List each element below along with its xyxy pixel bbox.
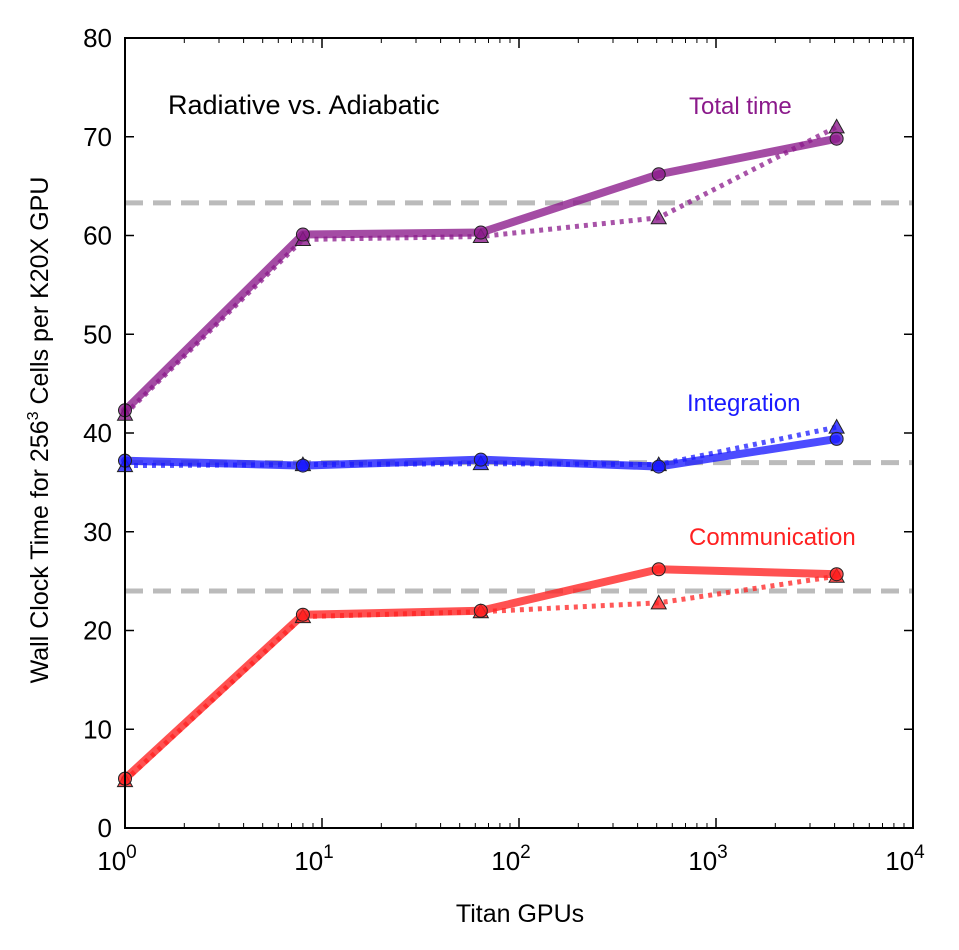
adiabatic-line (123, 573, 838, 783)
adiabatic-marker (650, 209, 668, 225)
x-tick-label: 104 (885, 842, 925, 876)
series-label: Integration (687, 390, 800, 417)
radiative-marker (829, 431, 844, 446)
adiabatic-marker (828, 418, 845, 434)
series-label: Communication (689, 524, 856, 551)
series-group-communication: Communication (116, 524, 856, 788)
y-tick-label: 60 (83, 221, 112, 251)
y-tick-label: 70 (83, 122, 112, 152)
series-layer: Total time Integration Communication (116, 93, 856, 788)
radiative-marker (473, 225, 488, 240)
x-axis-title: Titan GPUs (456, 900, 584, 928)
labels-layer: Radiative vs. Adiabatic Titan GPUs Wall … (25, 90, 584, 928)
y-tick-label: 20 (83, 616, 112, 646)
series-group-total-time: Total time (116, 93, 845, 421)
chart-title: Radiative vs. Adiabatic (168, 90, 440, 120)
radiative-marker (473, 603, 488, 618)
radiative-marker (651, 562, 666, 577)
adiabatic-line (123, 124, 838, 417)
radiative-marker (829, 567, 844, 582)
adiabatic-line (124, 424, 838, 469)
y-tick-label: 40 (83, 418, 112, 448)
radiative-marker (473, 452, 488, 467)
x-tick-label: 103 (688, 842, 728, 876)
y-axis-title-superscript: 3 (25, 411, 42, 420)
plot-frame (124, 37, 914, 829)
x-tick-label: 101 (294, 842, 334, 876)
radiative-marker (295, 607, 310, 622)
radiative-marker (651, 459, 666, 474)
series-label: Total time (689, 93, 792, 120)
x-tick-label: 102 (491, 842, 531, 876)
y-axis-title: Wall Clock Time for 2563 Cells per K20X … (25, 177, 54, 684)
adiabatic-marker (650, 594, 668, 610)
y-tick-label: 30 (83, 517, 112, 547)
y-axis-title-suffix: Cells per K20X GPU (26, 177, 54, 412)
y-tick-label: 50 (83, 319, 112, 349)
radiative-marker (829, 131, 844, 146)
radiative-marker (295, 458, 310, 473)
y-tick-label: 80 (83, 23, 112, 53)
adiabatic-marker (828, 118, 845, 134)
x-tick-label: 100 (97, 842, 137, 876)
axis-ticks: 0 10 20 30 40 50 60 70 80 100 101 102 103 104 (83, 23, 925, 876)
y-tick-label: 0 (98, 813, 112, 843)
axes-frame (124, 37, 914, 829)
radiative-marker (295, 227, 310, 242)
y-axis-title-prefix: Wall Clock Time for 256 (26, 420, 54, 683)
radiative-marker (651, 167, 666, 182)
radiative-line (121, 565, 841, 783)
y-tick-label: 10 (83, 714, 112, 744)
series-group-integration: Integration (116, 390, 845, 474)
